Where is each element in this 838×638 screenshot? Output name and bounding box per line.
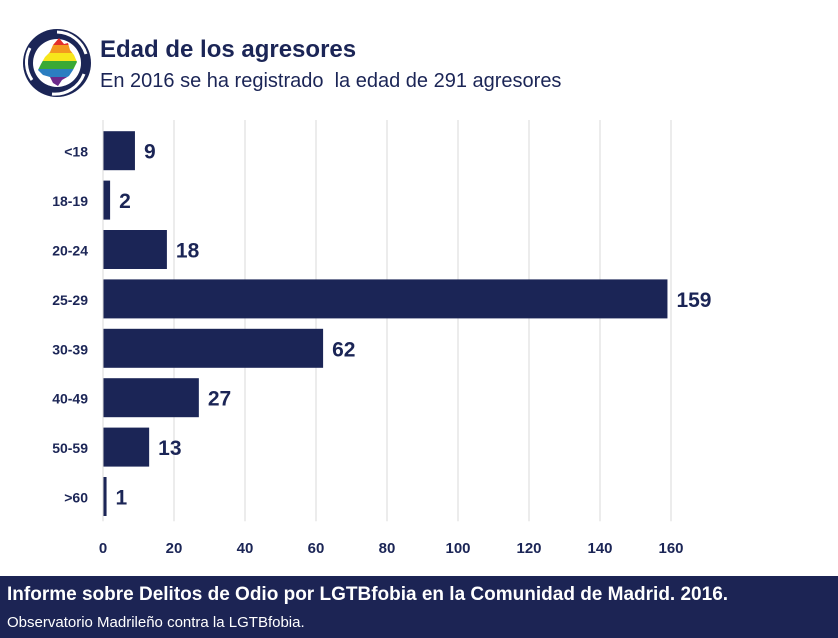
x-tick-label: 60 — [308, 540, 325, 557]
x-tick-label: 160 — [658, 540, 683, 557]
data-label: 62 — [332, 338, 355, 361]
bar-20-24 — [103, 230, 167, 269]
x-tick-label: 0 — [99, 540, 107, 557]
chart-title: Edad de los agresores — [100, 36, 357, 63]
footer-subtitle: Observatorio Madrileño contra la LGTBfob… — [7, 614, 305, 631]
data-label: 159 — [676, 289, 711, 312]
category-label: <18 — [64, 144, 88, 160]
x-tick-label: 80 — [379, 540, 396, 557]
category-label: 40-49 — [52, 391, 88, 407]
x-tick-label: 40 — [237, 540, 254, 557]
data-label: 18 — [176, 240, 200, 263]
category-label: 18-19 — [52, 193, 88, 209]
category-label: 25-29 — [52, 292, 88, 308]
category-label: >60 — [64, 490, 88, 506]
chart-subtitle: En 2016 se ha registrado la edad de 291 … — [100, 70, 562, 92]
bar-<18 — [103, 131, 135, 171]
bar->60 — [103, 477, 107, 516]
footer-title: Informe sobre Delitos de Odio por LGTBfo… — [7, 584, 729, 605]
x-tick-label: 20 — [166, 540, 183, 557]
category-label: 50-59 — [52, 440, 88, 456]
x-tick-label: 120 — [516, 540, 541, 557]
category-label: 30-39 — [52, 341, 88, 357]
x-tick-label: 140 — [587, 540, 612, 557]
bar-25-29 — [103, 279, 668, 319]
x-tick-label: 100 — [445, 540, 470, 557]
category-label: 20-24 — [52, 243, 88, 259]
bar-chart: 0 20 40 60 80 100 120 140 160 <18 9 18-19 2 20-24 18 25… — [52, 120, 711, 557]
observatorio-logo — [23, 29, 91, 97]
bar-30-39 — [103, 328, 324, 368]
footer-banner: Informe sobre Delitos de Odio por LGTBfo… — [0, 576, 838, 638]
data-label: 2 — [119, 190, 131, 213]
bar-50-59 — [103, 427, 150, 467]
bar-40-49 — [103, 378, 199, 418]
bar-18-19 — [103, 180, 111, 220]
data-label: 27 — [208, 388, 231, 411]
data-label: 1 — [116, 487, 128, 510]
data-label: 9 — [144, 141, 156, 164]
data-label: 13 — [158, 437, 181, 460]
